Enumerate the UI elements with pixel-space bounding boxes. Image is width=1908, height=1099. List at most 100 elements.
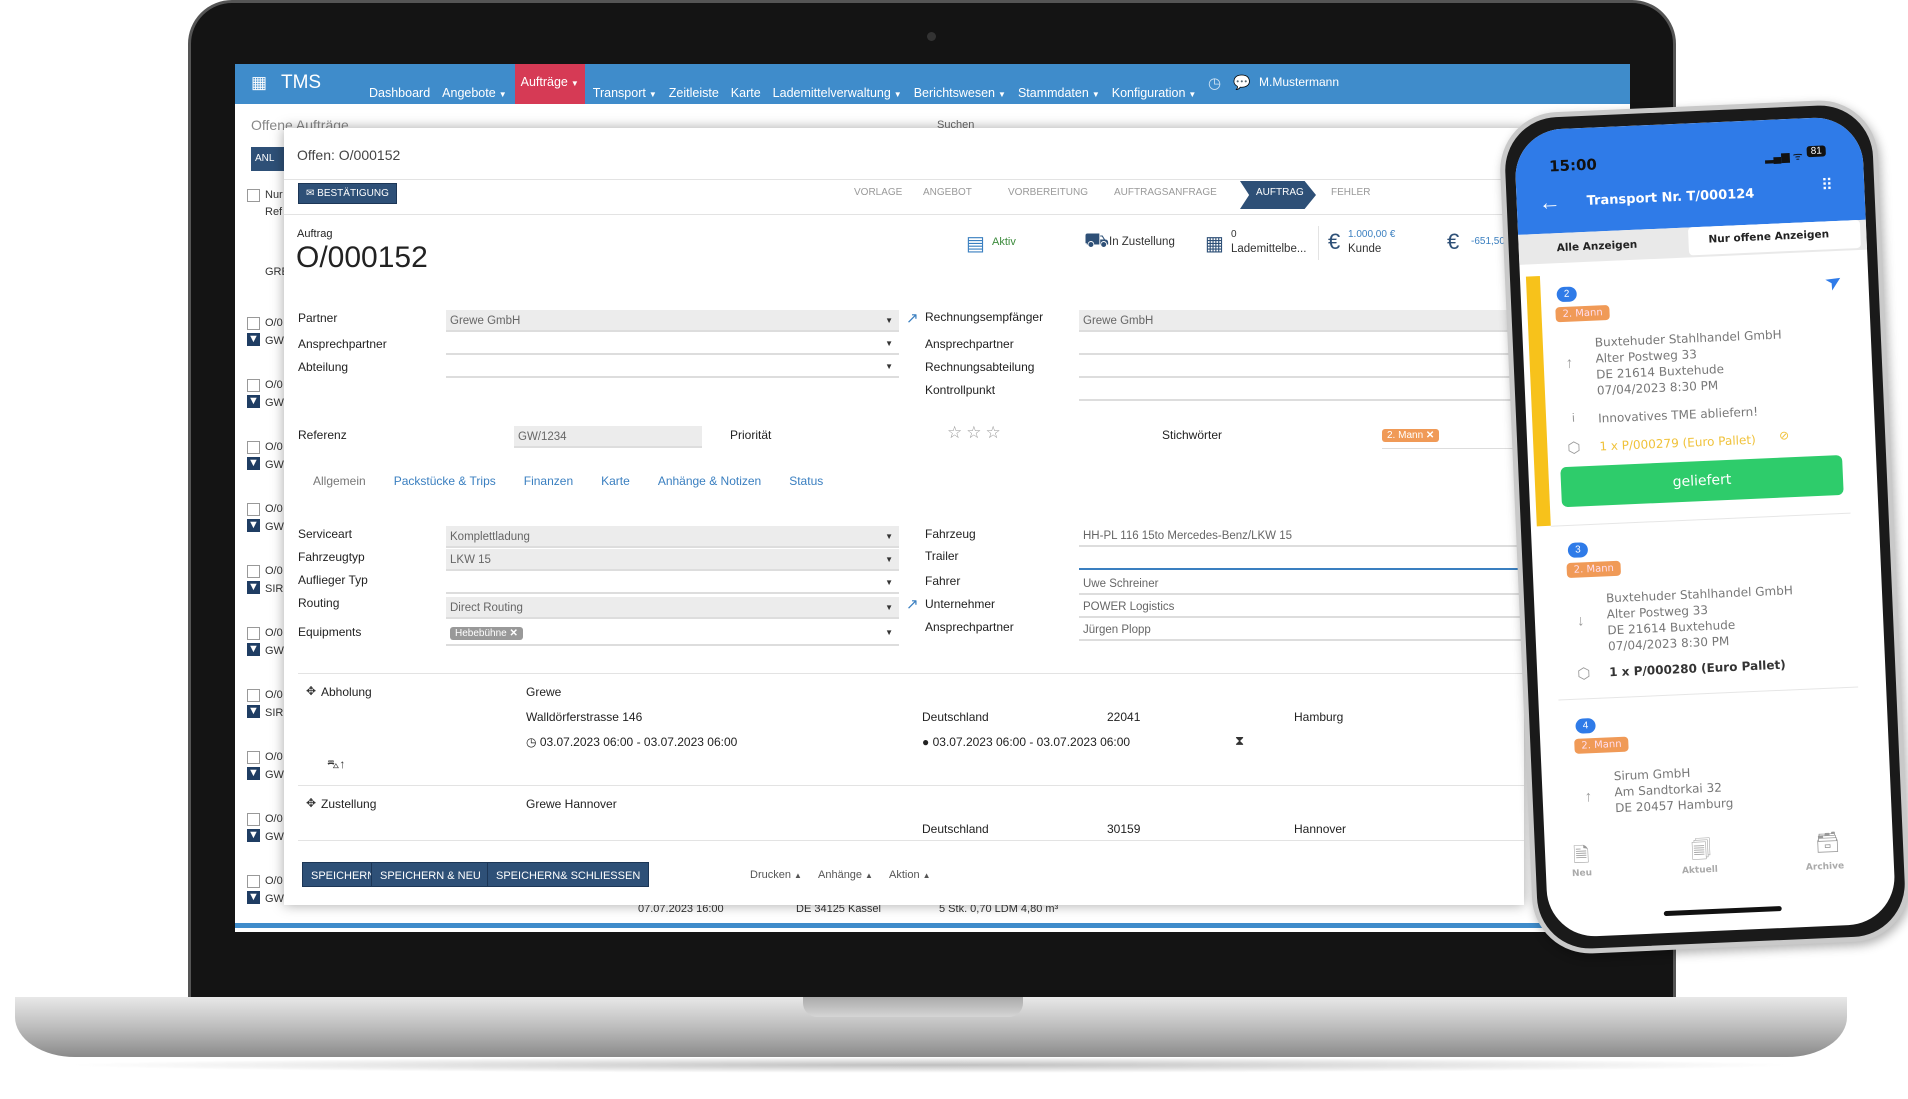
carrier-contact-field[interactable]: Jürgen Plopp xyxy=(1079,619,1524,641)
brand[interactable]: TMS xyxy=(281,72,322,93)
nav-current[interactable]: Aktuell xyxy=(1681,864,1719,877)
user-menu[interactable]: M.Mustermann xyxy=(1259,75,1340,89)
external-link-icon[interactable]: ↗ xyxy=(906,310,919,327)
delivered-button[interactable]: geliefert xyxy=(1560,454,1844,508)
row-expand-icon[interactable]: ▼ xyxy=(247,457,260,470)
reference-input[interactable]: GW/1234 xyxy=(514,426,702,448)
customer-label[interactable]: Kunde xyxy=(1348,243,1382,255)
pallet-icon[interactable]: ▦ xyxy=(1205,233,1224,255)
archive-box-icon[interactable]: 🗃 xyxy=(1814,831,1841,855)
remove-tag-icon[interactable]: ✕ xyxy=(509,628,518,639)
nav-item-karte[interactable]: Karte xyxy=(731,75,761,115)
row-checkbox[interactable] xyxy=(247,379,260,392)
nav-item-dashboard[interactable]: Dashboard xyxy=(369,75,430,115)
keywords-input[interactable]: 2. Mann ✕ xyxy=(1382,427,1524,449)
clock-icon[interactable]: ◷ xyxy=(1208,75,1222,92)
remove-tag-icon[interactable]: ✕ xyxy=(1425,430,1435,441)
step-vorbereitung[interactable]: VORBEREITUNG xyxy=(1008,187,1089,198)
row-expand-icon[interactable]: ▼ xyxy=(247,395,260,408)
tab-packstuecke[interactable]: Packstücke & Trips xyxy=(393,474,496,488)
row-id[interactable]: O/0 xyxy=(265,689,283,701)
navigate-icon[interactable]: ➤ xyxy=(1821,268,1848,296)
lademittel-label[interactable]: Lademittelbe... xyxy=(1231,243,1307,255)
star-icon[interactable]: ☆ xyxy=(966,423,986,442)
print-menu[interactable]: Drucken ▲ xyxy=(750,869,802,881)
row-checkbox[interactable] xyxy=(247,813,260,826)
vehicle-type-select[interactable]: LKW 15 ▼ xyxy=(446,549,899,571)
row-checkbox[interactable] xyxy=(247,751,260,764)
nav-item-konfiguration[interactable]: Konfiguration ▼ xyxy=(1112,75,1197,115)
row-expand-icon[interactable]: ▼ xyxy=(247,519,260,532)
loading-up-icon[interactable]: ⛍↑ xyxy=(327,757,346,771)
contact-select[interactable]: ▼ xyxy=(446,333,899,355)
carrier-field[interactable]: POWER Logistics xyxy=(1079,596,1524,618)
back-arrow-icon[interactable]: ← xyxy=(1538,188,1562,215)
step-auftrag-active[interactable] xyxy=(1240,181,1316,209)
nav-archive[interactable]: Archive xyxy=(1805,861,1845,873)
row-expand-icon[interactable]: ▼ xyxy=(247,891,260,904)
vehicle-field[interactable]: HH-PL 116 15to Mercedes-Benz/LKW 15 xyxy=(1079,525,1524,547)
trailer-field[interactable] xyxy=(1079,548,1524,570)
row-checkbox[interactable] xyxy=(247,565,260,578)
tab-anhaenge[interactable]: Anhänge & Notizen xyxy=(657,474,762,488)
nav-item-angebote[interactable]: Angebote ▼ xyxy=(442,75,506,115)
row-checkbox[interactable] xyxy=(247,627,260,640)
driver-field[interactable]: Uwe Schreiner xyxy=(1079,573,1524,595)
step-auftragsanfrage[interactable]: AUFTRAGSANFRAGE xyxy=(1114,187,1217,198)
tab-allgemein[interactable]: Allgemein xyxy=(313,474,366,488)
row-expand-icon[interactable]: ▼ xyxy=(247,705,260,718)
tab-finanzen[interactable]: Finanzen xyxy=(523,474,574,488)
attachments-menu[interactable]: Anhänge ▲ xyxy=(818,869,873,881)
checkpoint-field[interactable] xyxy=(1079,379,1524,401)
row-id[interactable]: O/0 xyxy=(265,627,283,639)
select-all-checkbox[interactable] xyxy=(247,189,260,202)
nav-item-zeitleiste[interactable]: Zeitleiste xyxy=(669,75,719,115)
row-expand-icon[interactable]: ▼ xyxy=(247,581,260,594)
nav-item-transport[interactable]: Transport ▼ xyxy=(593,75,657,115)
action-menu[interactable]: Aktion ▲ xyxy=(889,869,931,881)
hourglass-icon[interactable]: ⧗ xyxy=(1235,733,1245,748)
row-checkbox[interactable] xyxy=(247,875,260,888)
row-id[interactable]: O/0 xyxy=(265,441,283,453)
row-checkbox[interactable] xyxy=(247,317,260,330)
move-icon[interactable]: ✥ xyxy=(306,684,317,698)
row-checkbox[interactable] xyxy=(247,503,260,516)
row-id[interactable]: O/0 xyxy=(265,875,283,887)
chat-icon[interactable]: 💬 xyxy=(1233,74,1251,90)
nav-item-berichtswesen[interactable]: Berichtswesen ▼ xyxy=(914,75,1006,115)
row-id[interactable]: O/0 xyxy=(265,317,283,329)
step-angebot[interactable]: ANGEBOT xyxy=(923,187,972,198)
nav-item-stammdaten[interactable]: Stammdaten ▼ xyxy=(1018,75,1100,115)
row-id[interactable]: O/0 xyxy=(265,503,283,515)
row-id[interactable]: O/0 xyxy=(265,379,283,391)
row-expand-icon[interactable]: ▼ xyxy=(247,829,260,842)
star-icon[interactable]: ☆ xyxy=(985,423,1005,442)
grid-menu-icon[interactable]: ⠿ xyxy=(1820,177,1834,195)
nav-new[interactable]: Neu xyxy=(1571,868,1593,880)
stop-item[interactable]: 1 x P/000280 (Euro Pallet) xyxy=(1608,657,1787,680)
row-id[interactable]: O/0 xyxy=(265,751,283,763)
routing-select[interactable]: Direct Routing ▼ xyxy=(446,597,899,619)
tab-karte[interactable]: Karte xyxy=(601,474,630,488)
external-link-icon[interactable]: ↗ xyxy=(906,596,919,613)
row-checkbox[interactable] xyxy=(247,441,260,454)
row-checkbox[interactable] xyxy=(247,689,260,702)
truck-icon[interactable]: ⛟ xyxy=(1084,230,1110,252)
row-expand-icon[interactable]: ▼ xyxy=(247,767,260,780)
nav-item-lademittelverwaltung[interactable]: Lademittelverwaltung ▼ xyxy=(773,75,902,115)
save-button[interactable]: SPEICHERN xyxy=(302,862,385,887)
move-icon[interactable]: ✥ xyxy=(306,796,317,810)
home-indicator[interactable] xyxy=(1663,906,1782,917)
service-select[interactable]: Komplettladung ▼ xyxy=(446,526,899,548)
nav-item-auftr-ge[interactable]: Aufträge ▼ xyxy=(514,64,585,104)
step-vorlage[interactable]: VORLAGE xyxy=(854,187,903,198)
trailer-type-select[interactable]: ▼ xyxy=(446,572,899,594)
invoice-contact-field[interactable] xyxy=(1079,333,1524,355)
active-status[interactable]: Aktiv xyxy=(992,236,1016,248)
invoice-recipient-field[interactable]: Grewe GmbH xyxy=(1079,310,1524,332)
invoice-department-field[interactable] xyxy=(1079,356,1524,378)
row-expand-icon[interactable]: ▼ xyxy=(247,333,260,346)
save-new-button[interactable]: SPEICHERN & NEU xyxy=(371,862,490,887)
row-id[interactable]: O/0 xyxy=(265,565,283,577)
confirmation-button[interactable]: ✉ BESTÄTIGUNG xyxy=(298,183,397,204)
